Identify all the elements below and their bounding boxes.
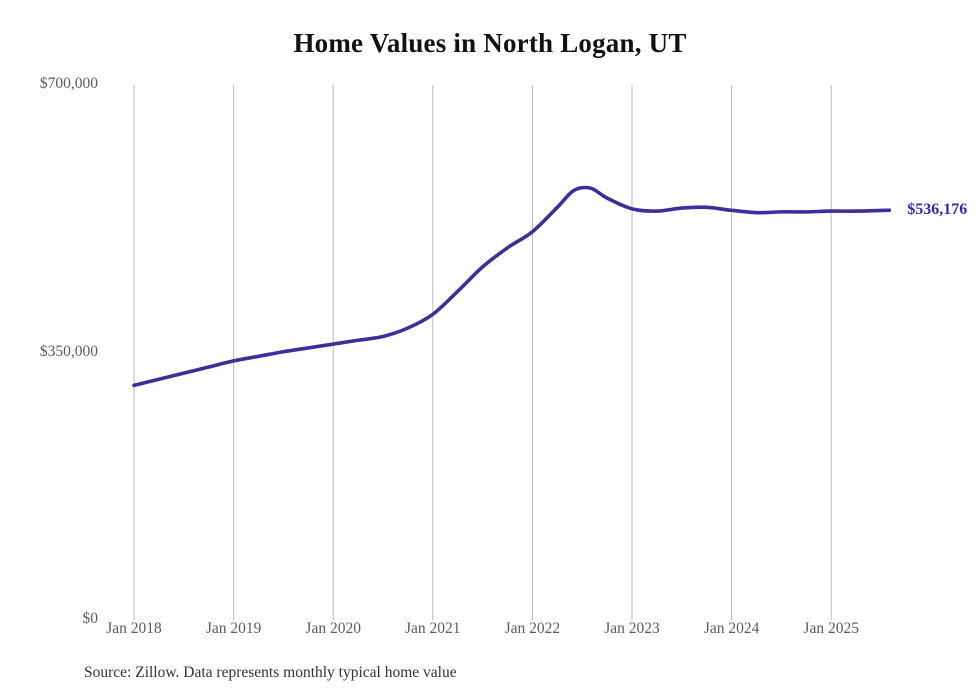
x-tick-label: Jan 2020 (305, 620, 361, 637)
x-tick-label: Jan 2024 (703, 620, 760, 637)
x-tick-label: Jan 2019 (205, 620, 262, 637)
y-tick-label: $700,000 (39, 75, 98, 92)
x-tick-label: Jan 2023 (604, 620, 660, 637)
data-line-series-1 (132, 185, 892, 388)
x-tick-label: Jan 2018 (106, 620, 162, 637)
end-value-annotation: $536,176 (907, 201, 968, 219)
y-tick-label: $350,000 (39, 342, 98, 360)
gridlines-group (133, 85, 832, 620)
y-tick-label: $0 (82, 610, 99, 627)
source-note: Source: Zillow. Data represents monthly … (84, 664, 457, 681)
x-tick-label: Jan 2022 (504, 620, 561, 637)
x-tick-label: Jan 2025 (803, 620, 859, 637)
chart-title: Home Values in North Logan, UT (293, 28, 687, 58)
x-tick-label: Jan 2021 (405, 620, 461, 637)
